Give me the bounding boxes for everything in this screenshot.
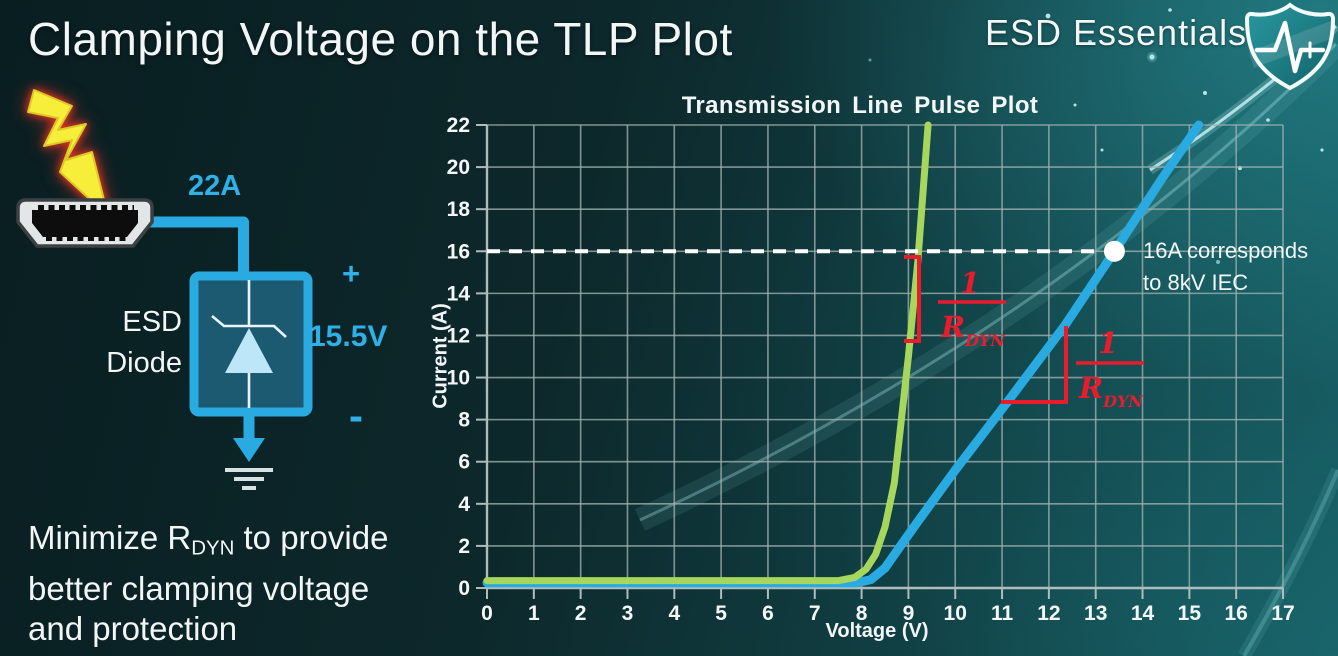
y-tick-label: 18	[447, 198, 471, 221]
hdmi-pin-slot	[32, 210, 138, 237]
green-slope-bracket	[904, 255, 921, 343]
x-tick-label: 14	[1131, 602, 1155, 625]
y-tick-label: 12	[447, 324, 470, 347]
y-tick-label: 10	[447, 367, 470, 390]
x-tick-label: 10	[944, 602, 967, 625]
clamp-voltage-label: 15.5V	[309, 320, 388, 353]
arrow-down-icon	[233, 438, 265, 462]
x-tick-label: 7	[809, 602, 821, 625]
lightning-bolt-icon	[27, 89, 109, 217]
swoosh-corner-glow	[1237, 467, 1338, 656]
x-tick-label: 9	[903, 602, 915, 625]
green_curve_low_rdyn-curve	[483, 121, 932, 585]
device-label-line2: Diode	[106, 347, 182, 379]
y-tick-label: 0	[458, 577, 470, 600]
reference-annotation-line2: to 8kV IEC	[1143, 270, 1249, 295]
x-tick-label: 6	[762, 602, 774, 625]
y-tick-label: 2	[458, 535, 470, 558]
minus-polarity-label: -	[349, 392, 363, 439]
note-line1-sub: DYN	[191, 536, 235, 560]
y-tick-label: 4	[458, 493, 470, 516]
note-line2: better clamping voltage	[28, 569, 370, 607]
x-tick-label: 17	[1271, 602, 1294, 625]
note-line1-post: to provide	[234, 519, 389, 556]
x-axis-title: Voltage (V)	[825, 620, 929, 642]
circuit-diagram	[16, 89, 313, 490]
marker-dot	[1103, 240, 1125, 262]
y-tick-label: 20	[447, 156, 470, 179]
swoosh-corner	[1242, 469, 1338, 656]
surge-current-label: 22A	[188, 170, 242, 202]
wire	[150, 216, 249, 276]
reference-annotation-line1: 16A corresponds	[1143, 238, 1309, 263]
note-line3: and protection	[28, 609, 238, 647]
rdyn-fraction-denominator: RDYN	[940, 310, 1006, 350]
x-tick-label: 11	[991, 602, 1014, 625]
blue-slope-triangle	[1001, 326, 1068, 404]
brand-title: ESD Essentials	[985, 12, 1248, 53]
blue_curve_higher_rdyn-curve	[482, 120, 1204, 588]
x-tick-label: 12	[1037, 602, 1060, 625]
plus-polarity-label: +	[342, 256, 361, 291]
device-label: ESD Diode	[90, 302, 182, 384]
shield-pulse-icon	[1244, 2, 1336, 91]
x-tick-label: 3	[622, 602, 634, 625]
note-text: Minimize RDYN to provide better clamping…	[28, 518, 388, 649]
y-tick-label: 6	[458, 451, 470, 474]
device-label-line1: ESD	[122, 306, 182, 338]
y-tick-label: 22	[447, 114, 470, 137]
hdmi-connector-icon	[16, 198, 154, 248]
x-tick-label: 1	[528, 602, 540, 625]
x-tick-label: 8	[856, 602, 868, 625]
note-line1-pre: Minimize R	[28, 519, 192, 556]
x-tick-label: 2	[575, 602, 587, 625]
zener-diode-icon	[211, 280, 287, 408]
x-tick-label: 13	[1084, 602, 1107, 625]
reference-annotation: 16A corresponds to 8kV IEC	[1143, 235, 1308, 299]
y-tick-label: 14	[447, 282, 471, 305]
y-axis-title: Current (A)	[429, 303, 452, 409]
x-tick-label: 5	[715, 602, 727, 625]
x-tick-label: 16	[1224, 602, 1247, 625]
page-title: Clamping Voltage on the TLP Plot	[28, 13, 733, 65]
rdyn-fraction-numerator: 1	[1098, 326, 1118, 360]
chart-title: Transmission Line Pulse Plot	[681, 92, 1039, 119]
y-tick-label: 8	[458, 409, 470, 432]
y-tick-label: 16	[447, 240, 470, 263]
ground-symbol-icon	[225, 468, 273, 490]
x-tick-label: 15	[1178, 602, 1202, 625]
diode-triangle	[225, 328, 273, 373]
pulse-line-icon	[1254, 20, 1326, 74]
x-tick-label: 0	[481, 602, 493, 625]
rdyn-fraction-numerator: 1	[960, 266, 980, 300]
note-line1: Minimize RDYN to provide	[28, 518, 388, 569]
particle-dots	[868, 8, 1324, 264]
x-tick-label: 4	[668, 602, 680, 625]
